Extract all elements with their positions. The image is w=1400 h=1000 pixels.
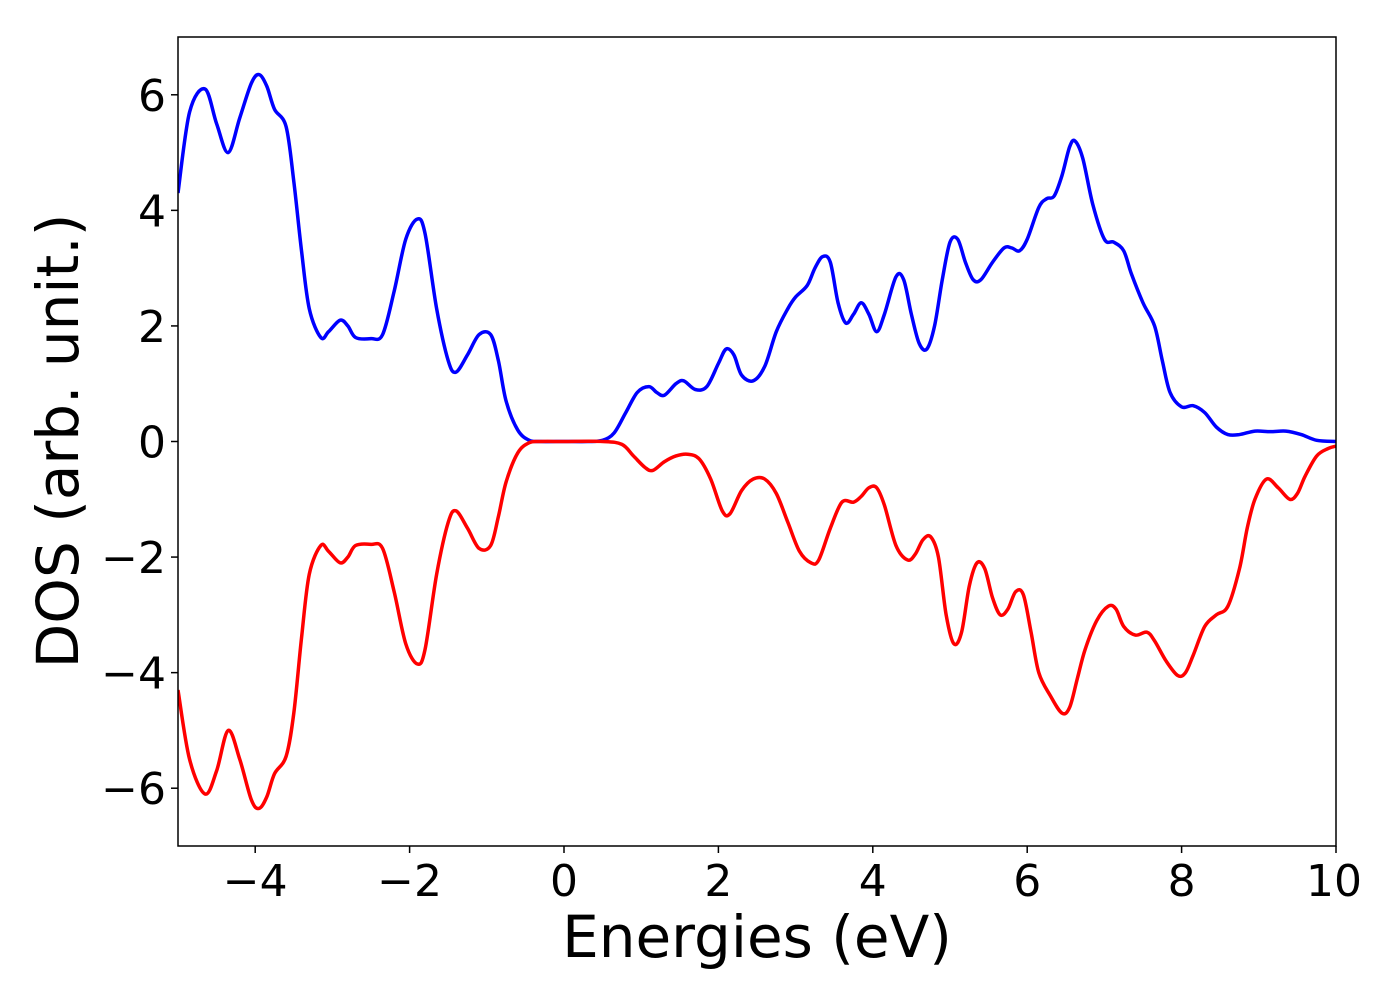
y-tick-label: 0 <box>138 418 166 469</box>
x-tick-label: 6 <box>1013 856 1041 907</box>
y-axis-title: DOS (arb. unit.) <box>24 214 92 669</box>
y-tick-label: −6 <box>101 764 166 815</box>
y-tick-label: −4 <box>101 649 166 700</box>
plot-frame <box>177 36 1337 847</box>
x-tick-label: −4 <box>223 856 288 907</box>
y-tick-label: −2 <box>101 533 166 584</box>
series-line-upper <box>178 72 1336 444</box>
x-tick-label: 2 <box>704 856 732 907</box>
x-tick-label: 0 <box>550 856 578 907</box>
y-tick-label: 6 <box>138 71 166 122</box>
x-tick-label: −2 <box>377 856 442 907</box>
y-tick-label: 4 <box>138 186 166 237</box>
x-tick-label: 8 <box>1168 856 1196 907</box>
x-tick-label: 10 <box>1306 856 1362 907</box>
x-tick-label: 4 <box>859 856 887 907</box>
series-line-lower <box>178 439 1336 811</box>
y-tick-label: 2 <box>138 302 166 353</box>
x-axis-title: Energies (eV) <box>562 903 952 971</box>
